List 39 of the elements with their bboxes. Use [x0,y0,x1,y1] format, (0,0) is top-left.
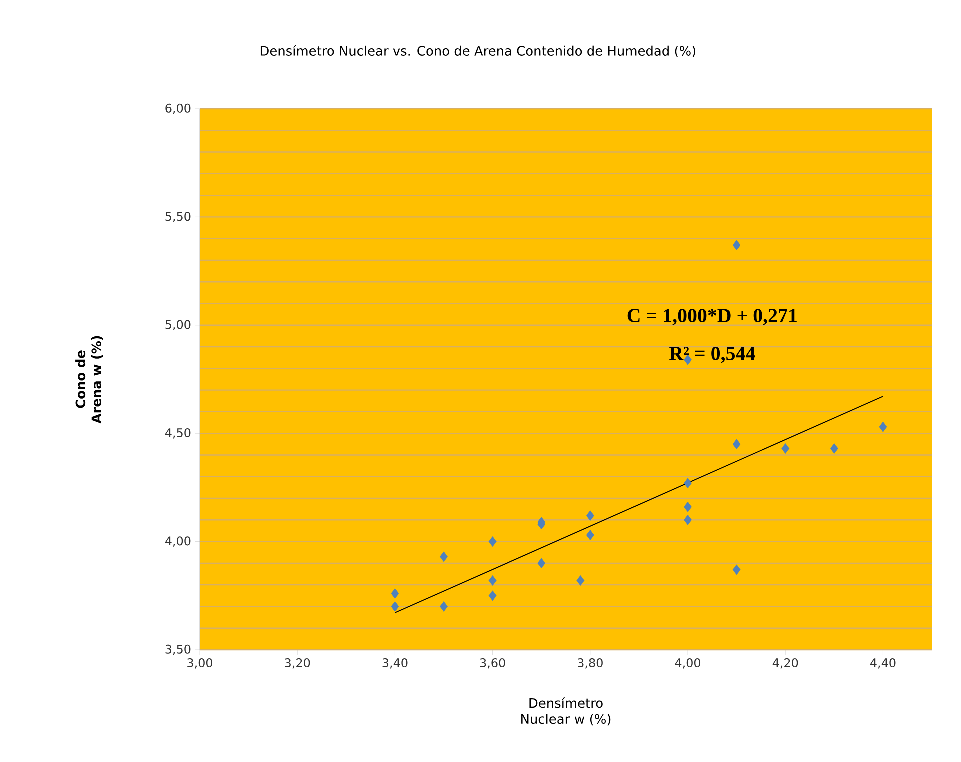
point [684,514,692,526]
point [440,602,448,612]
y-tick-label: 3,50 [166,644,191,656]
y-axis-title: Cono de Arena w (%) [76,336,104,424]
chart-title: Densímetro Nuclear vs. Cono de Arena Contenido de Humedad (%) [260,45,696,58]
y-tick-label: 6,00 [166,104,191,114]
point [538,558,546,569]
point [488,536,497,547]
point [732,240,741,251]
point [488,576,497,586]
point [586,510,594,522]
x-tick-label: 3,20 [285,658,310,669]
x-tick-label: 3,00 [188,658,213,669]
point [830,444,838,454]
point [488,590,497,602]
point [732,564,741,576]
x-tick-label: 4,20 [772,658,798,669]
point [684,478,692,489]
point [391,588,400,599]
x-tick-label: 3,40 [382,658,408,669]
x-tick-label: 4,00 [675,658,701,669]
annotation: C = 1,000*D + 0,271 [628,309,797,326]
point [732,439,741,450]
annotation: R² = 0,544 [669,346,756,364]
x-axis-title: Densímetro Nuclear w (%) [522,698,611,726]
x-tick-label: 3,80 [578,658,603,669]
point [440,552,448,562]
x-tick-label: 4,40 [870,658,896,669]
y-tick-label: 5,50 [166,212,191,222]
point [576,576,585,586]
point [684,502,692,512]
x-tick-label: 3,60 [480,658,506,669]
point [391,602,400,612]
y-tick-label: 4,50 [165,428,191,439]
point [586,530,594,540]
point [879,422,888,432]
y-tick-label: 5,00 [166,320,191,331]
point [782,444,790,454]
y-tick-label: 4,00 [165,536,191,547]
